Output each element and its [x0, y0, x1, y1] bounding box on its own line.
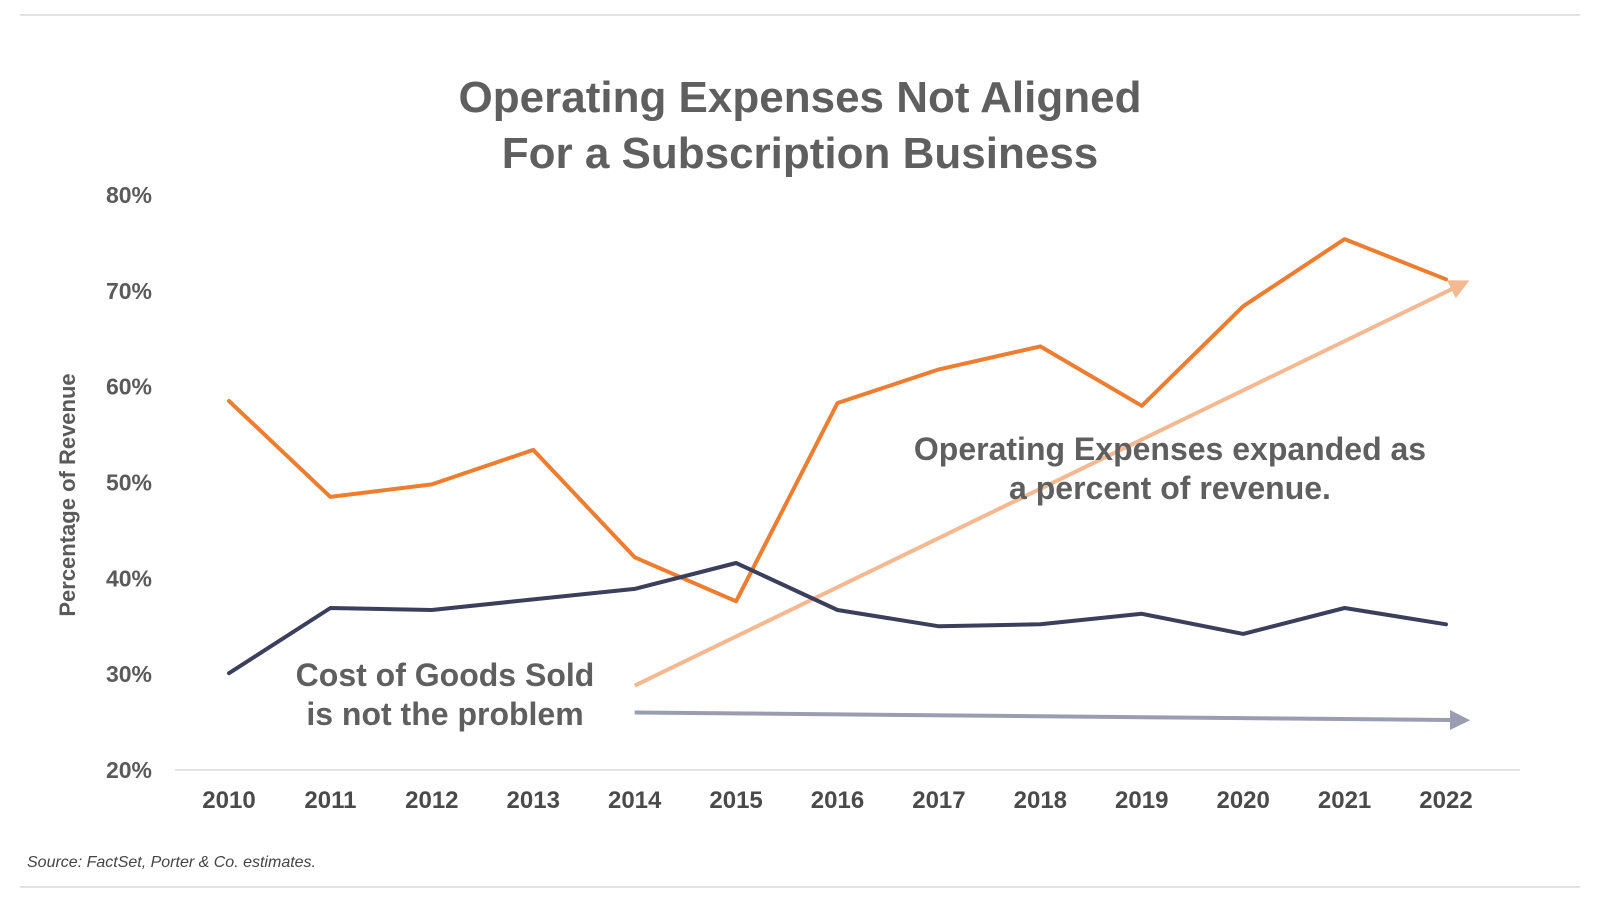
opex-series-line: [227, 237, 1448, 604]
y-tick-label: 30%: [106, 661, 152, 687]
cogs-annotation-line-2: is not the problem: [306, 696, 583, 732]
cogs-series-line: [227, 561, 1448, 676]
x-tick-label: 2015: [709, 787, 762, 814]
source-note: Source: FactSet, Porter & Co. estimates.: [27, 854, 316, 871]
x-tick-labels: 2010 2011 2012 2013 2014 2015 2016 2017 2018 2019…: [202, 787, 1472, 814]
trend-arrows: [633, 280, 1470, 731]
y-axis-label: Percentage of Revenue: [55, 373, 80, 616]
y-tick-label: 40%: [106, 565, 152, 591]
y-tick-label: 50%: [106, 470, 152, 496]
bottom-divider: [20, 886, 1580, 888]
opex-annotation-line-1: Operating Expenses expanded as: [914, 431, 1426, 467]
x-tick-label: 2010: [202, 787, 255, 814]
opex-annotation-line-2: a percent of revenue.: [1009, 470, 1331, 506]
x-tick-label: 2022: [1419, 787, 1472, 814]
chart-title-line-1: Operating Expenses Not Aligned: [459, 73, 1142, 122]
x-tick-label: 2013: [507, 787, 560, 814]
x-tick-label: 2016: [811, 787, 864, 814]
x-tick-label: 2019: [1115, 787, 1168, 814]
x-tick-label: 2011: [304, 787, 356, 814]
x-tick-label: 2017: [912, 787, 965, 814]
y-tick-label: 60%: [106, 374, 152, 400]
x-tick-label: 2012: [405, 787, 458, 814]
top-divider: [20, 14, 1580, 16]
data-series: [227, 237, 1448, 676]
cogs-trend-arrow: [634, 710, 1470, 731]
y-tick-label: 80%: [106, 182, 152, 208]
x-tick-label: 2018: [1014, 787, 1067, 814]
y-tick-labels: 20% 30% 40% 50% 60% 70% 80%: [106, 182, 152, 783]
x-tick-label: 2020: [1216, 787, 1269, 814]
cogs-annotation-line-1: Cost of Goods Sold: [296, 657, 595, 693]
y-tick-label: 20%: [106, 757, 152, 783]
x-tick-label: 2014: [608, 787, 662, 814]
opex-trend-arrow: [633, 280, 1470, 688]
chart-title-line-2: For a Subscription Business: [502, 129, 1099, 178]
y-tick-label: 70%: [106, 278, 152, 304]
x-tick-label: 2021: [1318, 787, 1371, 814]
